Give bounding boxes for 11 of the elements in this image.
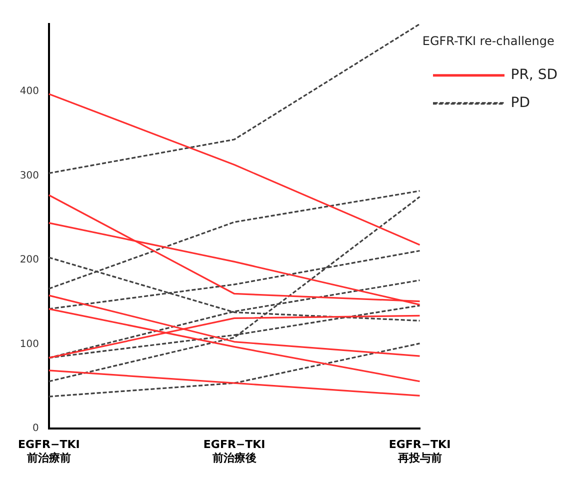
y-tick-label: 300 bbox=[20, 170, 39, 182]
y-tick-label: 400 bbox=[20, 86, 39, 98]
x-tick-label: EGFR−TKI 再投与前 bbox=[388, 438, 451, 464]
legend-label: PD bbox=[510, 95, 530, 112]
legend-title: EGFR-TKI re-challenge bbox=[422, 34, 554, 48]
x-tick-label: EGFR−TKI 前治療後 bbox=[203, 438, 266, 464]
y-tick-label: 100 bbox=[20, 338, 39, 350]
y-tick-label: 0 bbox=[32, 423, 39, 434]
legend-label: PR, SD bbox=[510, 67, 558, 84]
y-tick-label: 200 bbox=[20, 254, 39, 266]
x-tick-label: EGFR−TKI 前治療前 bbox=[18, 438, 80, 464]
